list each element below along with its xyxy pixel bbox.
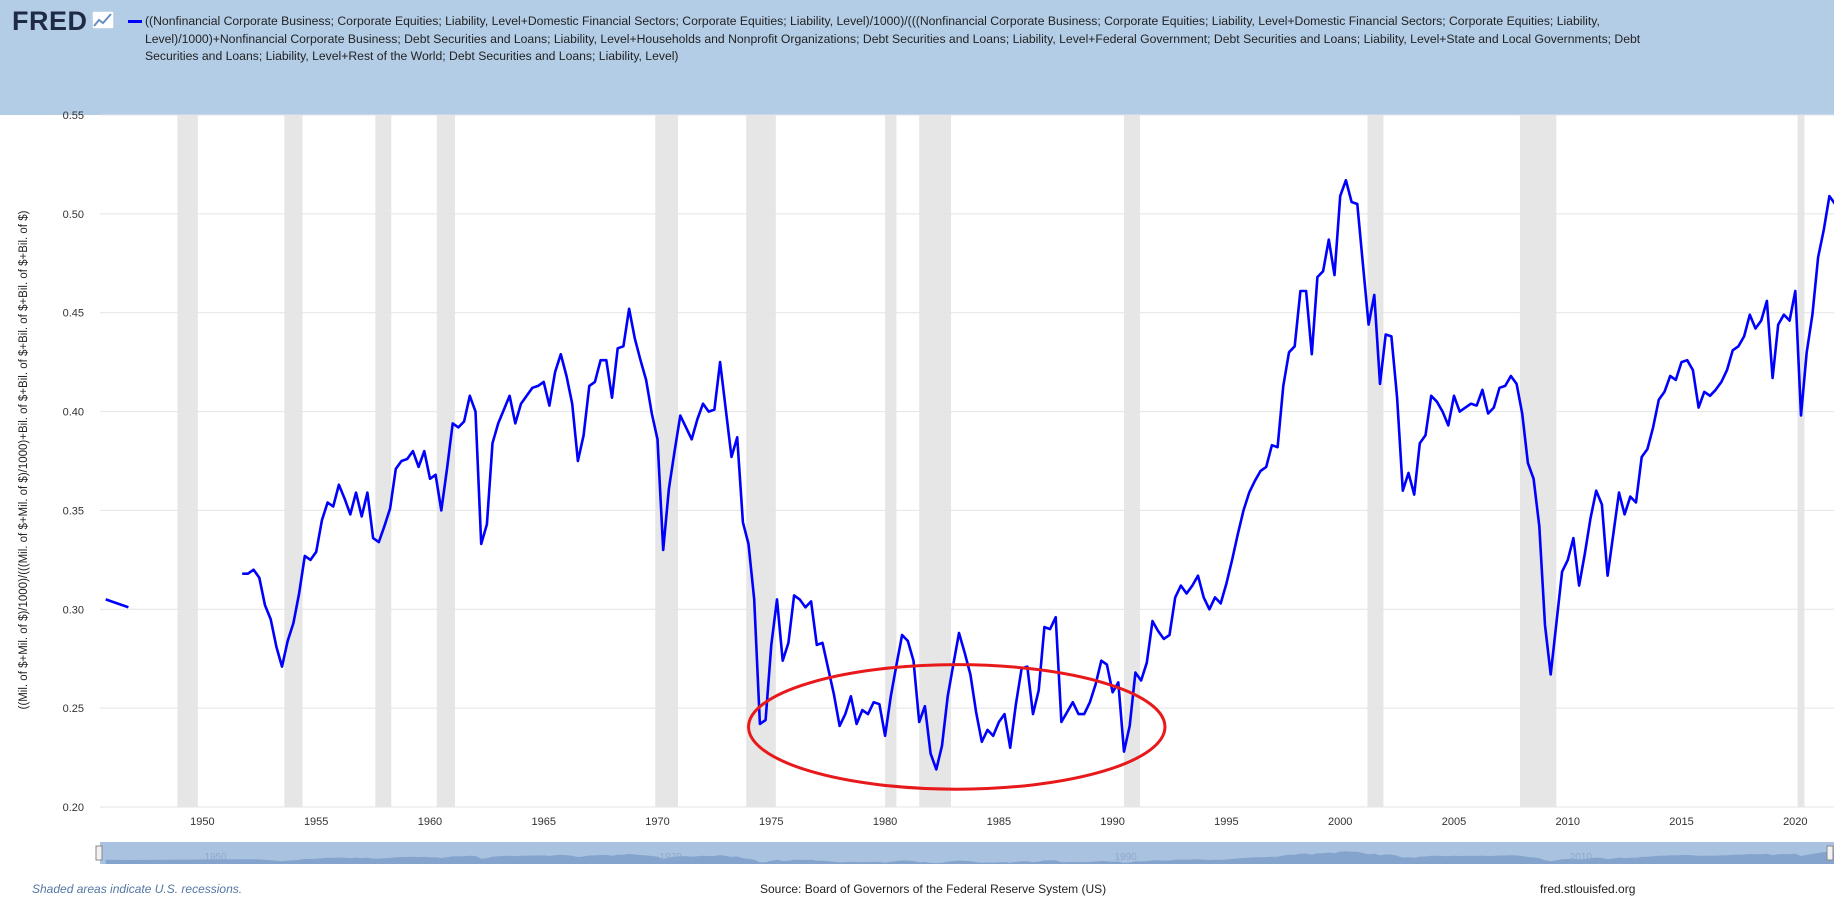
recession-shading bbox=[177, 115, 1805, 807]
recession-band bbox=[919, 115, 952, 807]
series-segment bbox=[242, 178, 1834, 771]
legend-series-swatch bbox=[128, 20, 142, 23]
navigator-year-label: 2010 bbox=[1570, 852, 1593, 863]
x-tick-label: 1955 bbox=[304, 816, 328, 828]
range-navigator[interactable]: 1950 1970 1990 2010 bbox=[95, 842, 1834, 864]
x-tick-label: 2005 bbox=[1442, 816, 1466, 828]
x-tick-label: 2015 bbox=[1669, 816, 1693, 828]
x-tick-label: 1975 bbox=[759, 816, 783, 828]
y-gridlines bbox=[100, 114, 1834, 808]
y-tick-label: 0.45 bbox=[63, 308, 84, 320]
x-tick-label: 1980 bbox=[873, 816, 897, 828]
navigator-left-handle[interactable] bbox=[95, 845, 103, 861]
chart-header bbox=[0, 0, 1834, 115]
y-tick-label: 0.55 bbox=[63, 110, 84, 122]
y-tick-label: 0.50 bbox=[63, 209, 84, 221]
x-tick-label: 1995 bbox=[1214, 816, 1238, 828]
y-tick-label: 0.30 bbox=[63, 604, 84, 616]
recession-band bbox=[885, 115, 897, 807]
plot-background bbox=[100, 115, 1834, 807]
navigator-year-label: 1970 bbox=[660, 852, 683, 863]
x-axis-tick-labels: 1950 1955 1960 1965 1970 1975 1980 1985 1990 1995… bbox=[190, 816, 1807, 828]
recession-band bbox=[746, 115, 776, 807]
annotation-layer bbox=[747, 663, 1167, 791]
x-tick-label: 1985 bbox=[987, 816, 1011, 828]
source-credit: Source: Board of Governors of the Federa… bbox=[760, 882, 1107, 896]
series-line bbox=[105, 178, 1834, 771]
recession-band bbox=[1519, 115, 1557, 807]
x-tick-label: 1965 bbox=[531, 816, 555, 828]
recession-band bbox=[655, 115, 678, 807]
recession-band bbox=[375, 115, 392, 807]
recession-band bbox=[1367, 115, 1384, 807]
navigator-year-label: 1990 bbox=[1115, 852, 1138, 863]
navigator-right-handle[interactable] bbox=[1826, 845, 1834, 861]
navigator-series-area bbox=[105, 851, 1834, 864]
recession-band bbox=[284, 115, 303, 807]
y-tick-label: 0.25 bbox=[63, 703, 84, 715]
x-tick-label: 1950 bbox=[190, 816, 214, 828]
recession-note: Shaded areas indicate U.S. recessions. bbox=[32, 882, 243, 896]
recession-band bbox=[436, 115, 455, 807]
recession-band bbox=[177, 115, 198, 807]
navigator-year-label: 1950 bbox=[204, 852, 227, 863]
y-tick-label: 0.35 bbox=[63, 505, 84, 517]
y-tick-label: 0.40 bbox=[63, 407, 84, 419]
x-tick-label: 1970 bbox=[645, 816, 669, 828]
red-ellipse-annotation bbox=[747, 663, 1167, 791]
recession-band bbox=[1797, 115, 1805, 807]
y-tick-label: 0.20 bbox=[63, 802, 84, 814]
line-graph-logo-icon bbox=[92, 11, 114, 29]
legend-series-label[interactable]: ((Nonfinancial Corporate Business; Corpo… bbox=[145, 14, 1641, 63]
fred-url-link[interactable]: fred.stlouisfed.org bbox=[1540, 882, 1636, 896]
fred-logo[interactable]: FRED bbox=[12, 6, 88, 36]
y-axis-tick-labels: 0.20 0.25 0.30 0.35 0.40 0.45 0.50 0.55 bbox=[63, 110, 84, 814]
navigator-year-labels: 1950 1970 1990 2010 bbox=[204, 852, 1592, 863]
series-segment bbox=[105, 598, 129, 609]
recession-band bbox=[1124, 115, 1140, 807]
x-tick-label: 2000 bbox=[1328, 816, 1352, 828]
x-tick-label: 1960 bbox=[418, 816, 442, 828]
x-tick-label: 2020 bbox=[1783, 816, 1807, 828]
x-tick-label: 2010 bbox=[1556, 816, 1580, 828]
x-tick-label: 1990 bbox=[1100, 816, 1124, 828]
